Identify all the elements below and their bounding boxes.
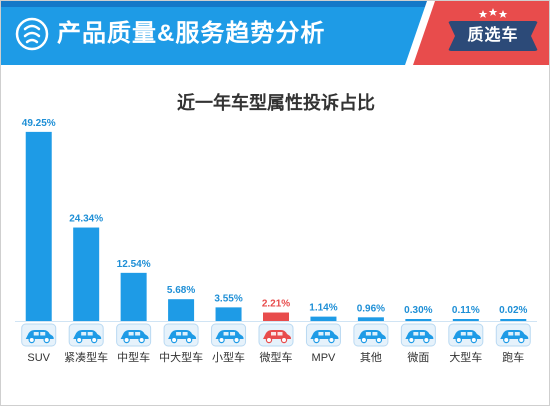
category-label: 小型车 [212,350,245,364]
star-icon [478,8,508,18]
bar-8 [405,319,432,321]
car-icon [68,323,104,347]
bar-3 [168,299,195,321]
value-label: 24.34% [69,214,103,225]
header-title: 产品质量&服务趋势分析 [57,20,326,47]
header-stripe [1,1,549,7]
value-label: 5.68% [167,285,195,296]
category-label: 微型车 [260,350,293,364]
category-label: 其他 [360,351,382,364]
car-icon [400,323,436,347]
car-icon [305,323,341,347]
header-banner: 产品质量&服务趋势分析 质选车 [1,1,549,65]
value-label: 0.96% [357,303,385,314]
car-icon [448,323,484,347]
category-label: 大型车 [449,350,482,364]
category-label: 跑车 [502,350,524,364]
bar-7 [357,317,384,321]
chart-title: 近一年车型属性投诉占比 [177,93,375,113]
car-icon [116,323,152,347]
category-label: 中大型车 [159,350,203,364]
car-icon [495,323,531,347]
badge-label: 质选车 [467,27,519,44]
value-label: 12.54% [117,259,151,270]
value-label: 0.02% [499,305,527,316]
car-icon [211,323,247,347]
brand-logo-icon [15,17,49,51]
car-icon [163,323,199,347]
value-label: 0.11% [452,305,480,316]
value-label: 2.21% [262,299,290,310]
value-label: 3.55% [214,293,242,304]
category-label: 微面 [407,350,429,364]
bar-0 [25,131,52,321]
car-icon [353,323,389,347]
value-label: 1.14% [309,303,337,314]
badge-corner [405,1,549,65]
bar-chart: 49.25% SUV 24.34% 紧凑型车 12.54% 中型车 5.68% 中大型车 3.5… [15,118,537,364]
bar-4 [215,307,242,321]
bar-6 [310,316,337,321]
category-label: 紧凑型车 [64,350,108,364]
bar-5 [263,312,289,321]
category-label: SUV [27,352,50,364]
car-icon [21,323,57,347]
value-label: 0.30% [404,305,432,316]
category-label: 中型车 [117,350,150,364]
bar-10 [500,319,527,321]
category-label: MPV [312,352,337,364]
bar-2 [120,272,147,321]
value-label: 49.25% [22,118,56,129]
bar-9 [452,319,479,321]
bar-1 [73,227,100,321]
car-icon [258,323,294,347]
